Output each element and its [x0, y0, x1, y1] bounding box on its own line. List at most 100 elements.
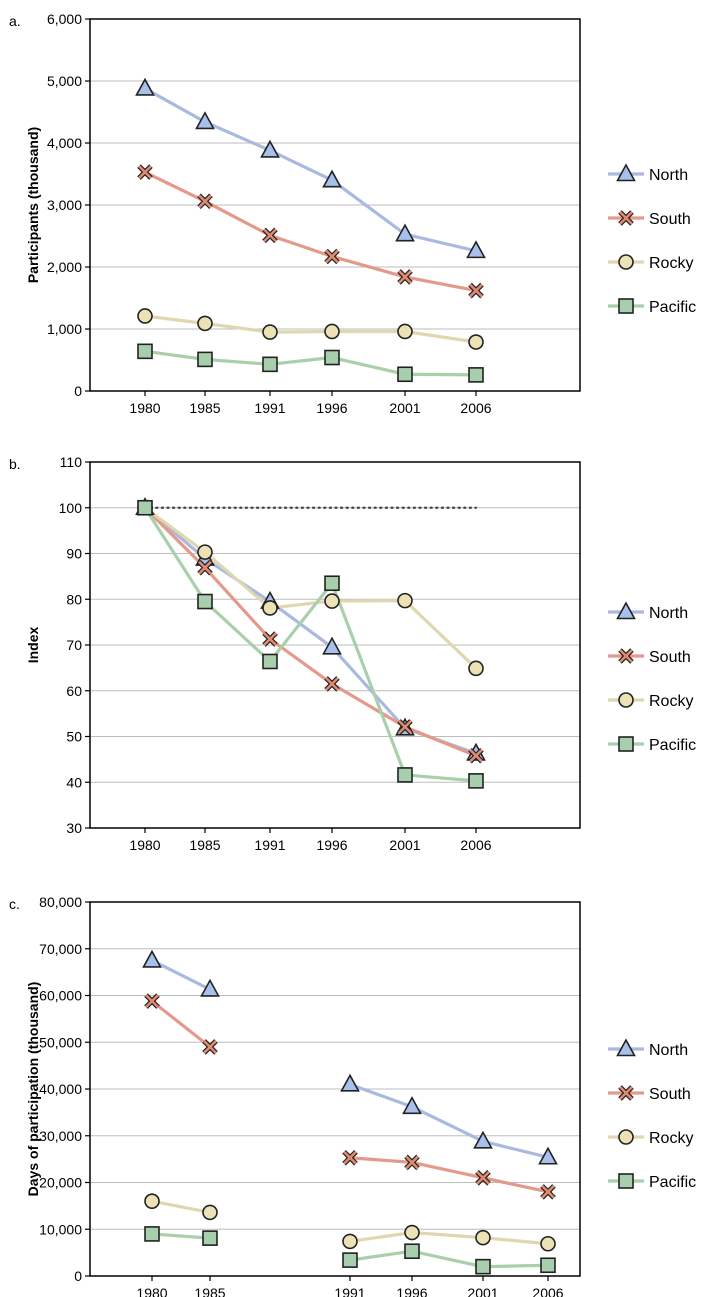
point-south-2001	[475, 1170, 491, 1186]
y-tick-label: 50,000	[39, 1034, 82, 1050]
point-pacific-2001	[397, 366, 413, 383]
point-rocky-1991	[262, 324, 278, 340]
legend-marker	[616, 601, 636, 620]
legend-label: Pacific	[649, 737, 696, 754]
point-south-1996	[404, 1154, 420, 1171]
point-pacific-2006	[540, 1257, 556, 1274]
series-line-rocky	[144, 314, 477, 344]
point-north-2001	[473, 1130, 493, 1149]
point-north-1991	[340, 1073, 360, 1092]
legend-item-north: North	[608, 163, 688, 184]
legend-marker	[618, 648, 634, 664]
y-tick-label: 10,000	[39, 1221, 82, 1237]
panel-a: a. 0 1,000 2,000 3,000 4,000 5,000 6,000 1980 198…	[9, 11, 696, 416]
x-tick-label: 1991	[254, 400, 285, 416]
y-tick-label: 70,000	[39, 941, 82, 957]
legend-item-pacific: Pacific	[608, 736, 696, 754]
point-pacific-1996	[404, 1243, 420, 1260]
series-line-north	[151, 959, 211, 991]
point-rocky-1996	[404, 1224, 420, 1241]
point-pacific-1996	[324, 575, 340, 592]
x-tick-label: 2001	[467, 1285, 498, 1297]
y-tick-label: 40	[66, 774, 82, 790]
series-line-south	[144, 170, 477, 293]
legend-item-pacific: Pacific	[608, 1173, 696, 1191]
x-tick-label: 1985	[189, 837, 220, 853]
point-north-1996	[322, 636, 342, 655]
y-tick-label: 2,000	[47, 259, 82, 275]
legend-marker	[618, 1173, 634, 1189]
y-tick-label: 30,000	[39, 1128, 82, 1144]
point-pacific-1980	[144, 1226, 160, 1242]
point-rocky-1980	[144, 1193, 160, 1209]
y-tick-label: 20,000	[39, 1175, 82, 1191]
point-north-1991	[260, 139, 280, 158]
legend-marker	[616, 1038, 636, 1057]
legend-marker	[616, 163, 636, 182]
y-tick-label: 5,000	[47, 73, 82, 89]
series-line-north	[349, 1082, 549, 1159]
point-north-2006	[466, 240, 486, 259]
point-rocky-1996	[324, 323, 340, 340]
legend-item-south: South	[608, 210, 691, 228]
x-tick-label: 2006	[532, 1285, 563, 1297]
x-tick-label: 2006	[460, 837, 491, 853]
point-rocky-2006	[540, 1235, 556, 1252]
y-tick-label: 110	[60, 454, 83, 470]
legend-label: Rocky	[649, 693, 693, 710]
legend-item-rocky: Rocky	[608, 1129, 693, 1147]
legend-label: Pacific	[649, 1174, 696, 1191]
legend-label: Pacific	[649, 299, 696, 316]
y-axis-label: Days of participation (thousand)	[25, 982, 41, 1197]
series-line-rocky	[349, 1230, 549, 1246]
point-pacific-1991	[262, 356, 278, 373]
y-tick-label: 90	[66, 546, 82, 562]
x-tick-label: 2006	[460, 400, 491, 416]
point-pacific-2006	[468, 367, 484, 383]
point-south-1996	[324, 248, 340, 265]
x-tick-label: 1980	[136, 1285, 167, 1297]
legend-item-pacific: Pacific	[608, 298, 696, 316]
point-rocky-2001	[475, 1229, 491, 1246]
panel-c: c. 0 10,000 20,000 30,000 40,000 50,000 60,000 7…	[9, 894, 696, 1297]
point-pacific-1985	[202, 1230, 218, 1246]
point-south-1996	[324, 676, 340, 692]
series-line-pacific	[144, 349, 477, 377]
point-pacific-1991	[342, 1252, 358, 1268]
series-line-rocky	[144, 506, 478, 670]
point-south-2006	[468, 747, 484, 764]
panel-label: c.	[9, 896, 20, 912]
x-tick-label: 1996	[396, 1285, 427, 1297]
legend-label: South	[649, 1086, 691, 1103]
point-south-2006	[468, 282, 484, 299]
point-north-1980	[135, 77, 155, 96]
legend-label: Rocky	[649, 1130, 693, 1147]
point-south-1985	[197, 559, 213, 576]
legend-item-south: South	[608, 648, 691, 666]
series-line-pacific	[349, 1249, 549, 1269]
legend-marker	[618, 736, 634, 752]
point-rocky-2006	[468, 660, 484, 677]
point-pacific-1985	[197, 351, 213, 368]
point-pacific-2001	[397, 767, 413, 783]
series-line-pacific	[151, 1232, 211, 1240]
legend-item-rocky: Rocky	[608, 692, 693, 710]
y-tick-label: 80,000	[39, 894, 82, 910]
legend-label: North	[649, 1042, 688, 1059]
point-south-2006	[540, 1184, 556, 1200]
series-line-south	[151, 999, 211, 1049]
point-south-1980	[137, 164, 153, 180]
legend-item-north: North	[608, 601, 688, 622]
y-tick-label: 60	[66, 683, 82, 699]
legend-marker	[618, 210, 634, 226]
y-tick-label: 30	[66, 820, 82, 836]
legend-marker	[618, 1085, 634, 1101]
point-rocky-2001	[397, 592, 413, 609]
point-rocky-2006	[468, 334, 484, 350]
point-south-2001	[397, 719, 413, 735]
point-rocky-1991	[342, 1233, 358, 1250]
point-south-1991	[342, 1149, 358, 1166]
y-tick-label: 80	[66, 591, 82, 607]
legend-item-rocky: Rocky	[608, 254, 693, 272]
